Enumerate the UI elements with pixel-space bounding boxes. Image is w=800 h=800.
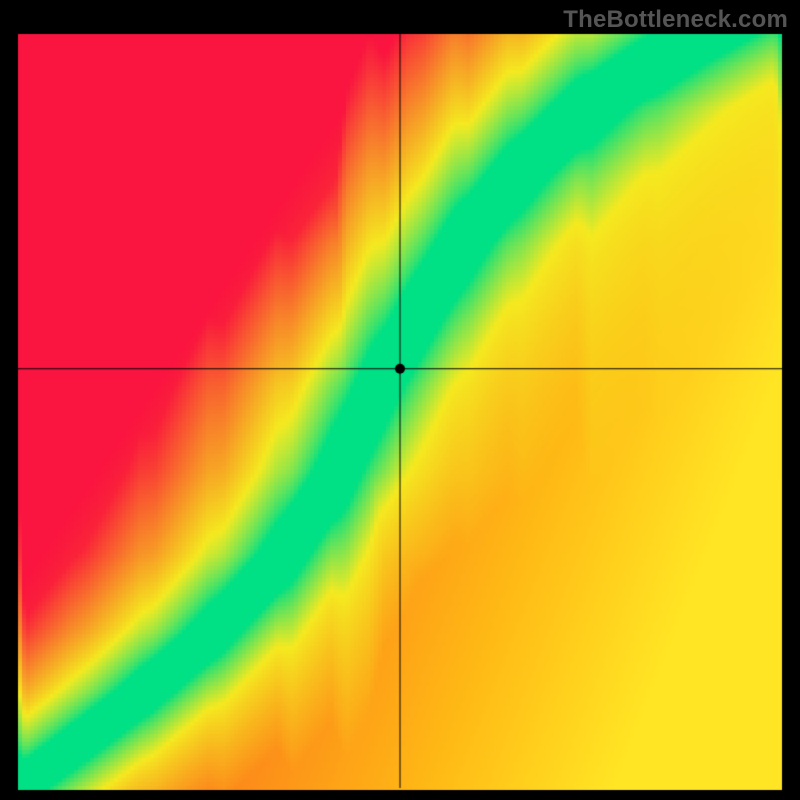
watermark-text: TheBottleneck.com (563, 6, 788, 34)
bottleneck-heatmap (0, 0, 800, 800)
root: TheBottleneck.com (0, 0, 800, 800)
